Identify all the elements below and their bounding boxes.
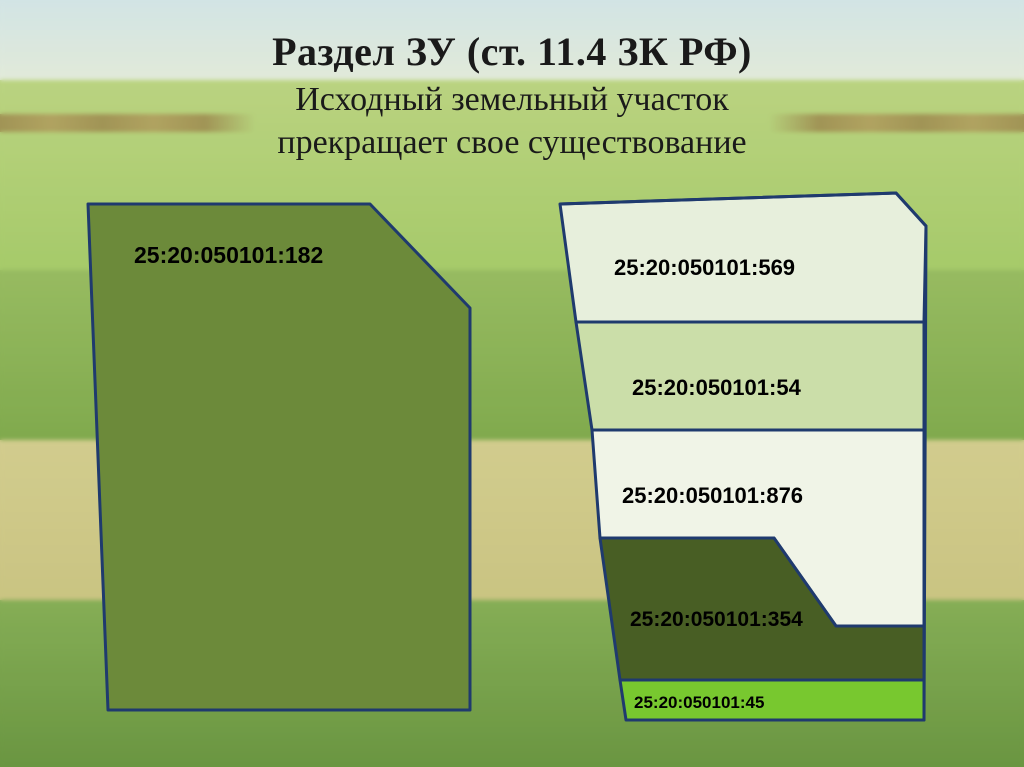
parcel-label-p569: 25:20:050101:569 (614, 255, 795, 281)
parcel-label-p45: 25:20:050101:45 (634, 693, 764, 713)
parcel-diagram: 25:20:050101:182 25:20:050101:569 25:20:05… (0, 180, 1024, 767)
parcel-label-original: 25:20:050101:182 (134, 242, 323, 269)
title-main: Раздел ЗУ (ст. 11.4 ЗК РФ) (0, 28, 1024, 75)
parcel-original (88, 204, 470, 710)
parcel-label-p54: 25:20:050101:54 (632, 375, 801, 401)
title-subtitle: Исходный земельный участок прекращает св… (0, 79, 1024, 164)
parcel-label-p354: 25:20:050101:354 (630, 608, 803, 632)
title-block: Раздел ЗУ (ст. 11.4 ЗК РФ) Исходный земе… (0, 0, 1024, 164)
subtitle-line2: прекращает свое существование (277, 124, 746, 161)
subtitle-line1: Исходный земельный участок (295, 81, 729, 118)
parcel-label-p876: 25:20:050101:876 (622, 483, 803, 509)
